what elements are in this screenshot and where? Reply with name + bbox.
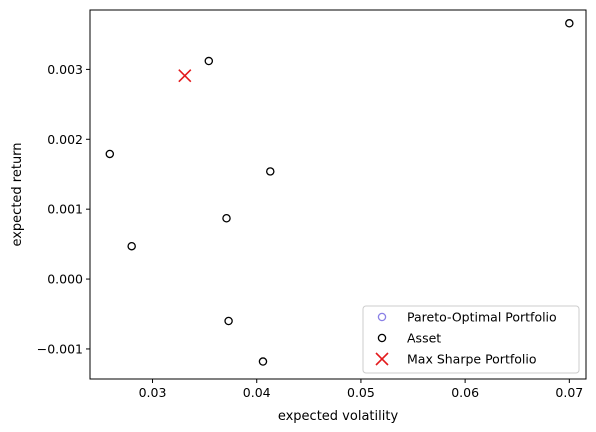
legend: Pareto-Optimal Portfolio Asset Max Sharpe …	[362, 305, 580, 374]
x-axis-ticks: 0.03 0.04 0.05 0.06 0.07	[139, 379, 583, 400]
x-tick-label: 0.07	[555, 385, 583, 400]
y-tick-label: 0.001	[47, 202, 83, 217]
legend-entry-label: Pareto-Optimal Portfolio	[407, 310, 557, 325]
legend-entry-label: Asset	[407, 331, 441, 346]
legend-box	[362, 305, 580, 374]
y-tick-label: −0.001	[37, 341, 83, 356]
plot-frame	[89, 9, 587, 380]
x-tick-label: 0.04	[243, 385, 271, 400]
asset-point	[258, 357, 268, 366]
asset-point	[266, 167, 275, 176]
y-axis-label: expected return	[10, 142, 25, 246]
y-tick-label: 0.002	[47, 132, 83, 147]
asset-point	[127, 241, 136, 251]
asset-point	[565, 19, 574, 28]
y-tick-label: 0.000	[47, 272, 83, 287]
asset-point	[204, 56, 214, 66]
asset-point	[105, 149, 115, 159]
legend-entry-label: Max Sharpe Portfolio	[407, 352, 537, 367]
data-points	[105, 19, 574, 366]
legend-marker	[377, 333, 387, 343]
x-tick-label: 0.06	[451, 385, 479, 400]
x-axis-label: expected volatility	[278, 409, 399, 424]
x-tick-label: 0.05	[347, 385, 375, 400]
x-tick-label: 0.03	[139, 385, 167, 400]
max-sharpe-marker	[178, 69, 192, 83]
asset-point	[222, 214, 231, 223]
y-axis-ticks: −0.001 0.000 0.001 0.002 0.003	[37, 62, 90, 356]
legend-marker	[375, 352, 389, 366]
legend-marker	[377, 312, 387, 322]
y-tick-label: 0.003	[47, 62, 83, 77]
asset-point	[224, 316, 233, 326]
